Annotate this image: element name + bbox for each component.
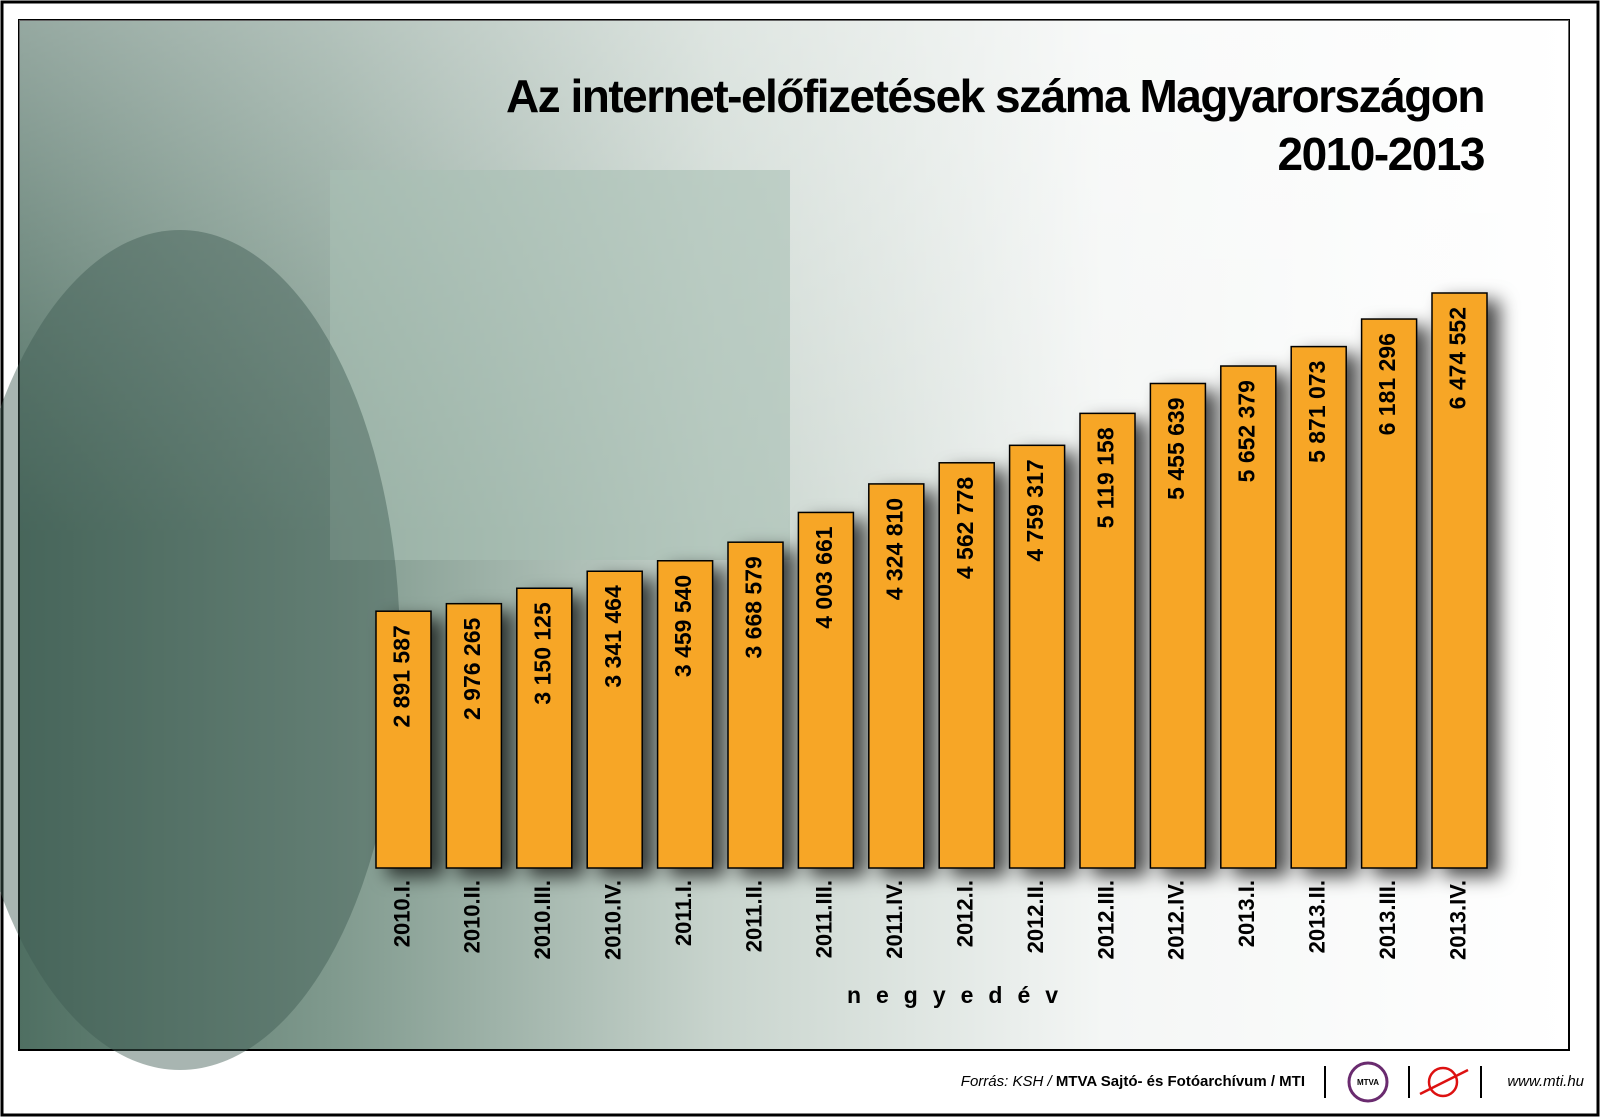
value-label: 6 181 296 [1374, 333, 1400, 435]
value-label: 5 455 639 [1163, 397, 1189, 499]
x-tick-label: 2012.I. [953, 880, 978, 947]
bar [1079, 412, 1136, 869]
monitor [330, 170, 790, 560]
value-label: 6 474 552 [1445, 307, 1471, 409]
bar [516, 587, 573, 869]
value-label: 5 119 158 [1093, 427, 1119, 528]
bar [1008, 444, 1066, 869]
value-label: 5 871 073 [1304, 361, 1330, 463]
x-tick-label: 2011.IV. [882, 880, 907, 959]
source-text: Forrás: KSH / MTVA Sajtó- és Fotóarchívu… [961, 1073, 1305, 1090]
bar [1290, 345, 1347, 869]
value-label: 4 003 661 [811, 526, 837, 629]
value-label: 3 150 125 [529, 602, 555, 705]
bar [445, 602, 503, 869]
x-axis-label: negyedév [847, 982, 1073, 1008]
x-tick-label: 2013.III. [1375, 880, 1400, 960]
x-tick-label: 2011.III. [812, 880, 837, 958]
value-label: 3 668 579 [741, 556, 767, 658]
bar [797, 511, 855, 869]
x-tick-label: 2010.II. [460, 880, 485, 953]
bar [1149, 382, 1207, 869]
bar [1360, 318, 1418, 869]
value-label: 5 652 379 [1233, 380, 1259, 482]
value-label: 4 324 810 [881, 498, 907, 600]
label-group: 2 891 587 2010.I. 2 976 265 2010.II. 3 150 1… [389, 307, 1471, 960]
x-tick-label: 2011.I. [671, 880, 696, 946]
chart-subtitle: 2010-2013 [1278, 128, 1484, 180]
value-label: 3 459 540 [670, 575, 696, 677]
value-label: 3 341 464 [600, 585, 626, 688]
bar [586, 570, 643, 869]
x-tick-label: 2011.II. [741, 880, 766, 952]
source-prefix: Forrás: KSH / [961, 1073, 1056, 1090]
bar [1220, 365, 1277, 869]
bar [656, 560, 714, 869]
x-tick-label: 2013.I. [1234, 880, 1259, 947]
source-agency: MTVA Sajtó- és Fotóarchívum / MTI [1056, 1073, 1305, 1090]
value-label: 2 976 265 [459, 617, 485, 720]
bar [375, 610, 432, 869]
x-tick-label: 2012.IV. [1164, 880, 1189, 960]
bar [727, 541, 784, 869]
bar [938, 462, 995, 869]
x-tick-label: 2013.IV. [1445, 880, 1470, 960]
person [0, 230, 400, 1070]
x-tick-label: 2010.I. [389, 880, 414, 947]
x-tick-label: 2013.II. [1305, 880, 1330, 953]
mti-logo [1427, 1066, 1459, 1098]
value-label: 4 562 778 [952, 477, 978, 580]
value-label: 4 759 317 [1022, 459, 1048, 561]
x-tick-label: 2012.II. [1023, 880, 1048, 953]
x-tick-label: 2010.IV. [601, 880, 626, 960]
mtva-logo [1347, 1061, 1389, 1103]
value-label: 2 891 587 [389, 625, 415, 727]
x-tick-label: 2012.III. [1093, 880, 1118, 960]
bar [1431, 292, 1488, 869]
x-tick-label: 2010.III. [530, 880, 555, 960]
bar-group [375, 292, 1488, 869]
chart-title: Az internet-előfizetések száma Magyarors… [506, 70, 1484, 122]
mti-logo-stroke [1419, 1068, 1469, 1096]
mtva-logo-text: MTVA [1357, 1078, 1379, 1087]
source-url: www.mti.hu [1507, 1073, 1584, 1090]
bar [868, 483, 925, 869]
